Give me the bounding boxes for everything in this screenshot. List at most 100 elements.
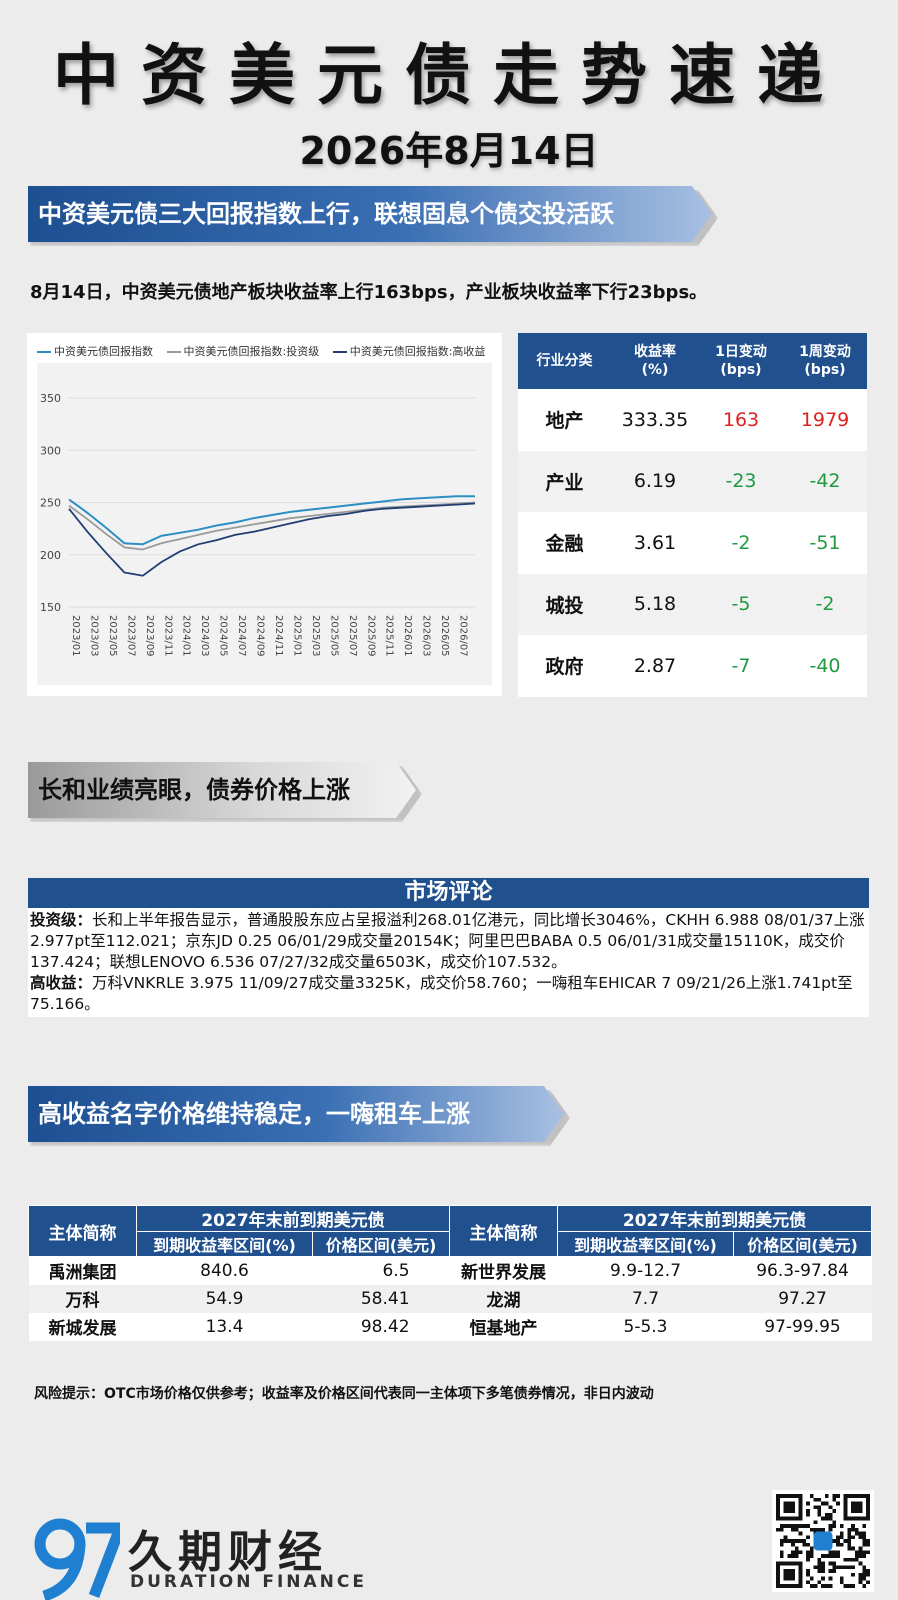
left-name-header: 主体简称 bbox=[28, 1205, 137, 1257]
market-commentary: 市场评论 投资级：长和上半年报告显示，普通股股东应占呈报溢利268.01亿港元，… bbox=[28, 878, 869, 1017]
section-banner-indices: 中资美元债三大回报指数上行，联想固息个债交投活跃 bbox=[28, 186, 712, 242]
market-summary: 8月14日，中资美元债地产板块收益率上行163bps，产业板块收益率下行23bp… bbox=[30, 282, 708, 303]
category-cell: 城投 bbox=[518, 573, 611, 635]
issuer-name: 新世界发展 bbox=[449, 1256, 558, 1285]
change-1w-cell: -51 bbox=[783, 512, 867, 574]
logo-97-icon bbox=[34, 1518, 128, 1600]
table-row: 政府 2.87 -7 -40 bbox=[518, 635, 867, 697]
x-tick-label: 2026/03 bbox=[421, 615, 432, 657]
x-tick-label: 2025/11 bbox=[384, 615, 395, 657]
x-tick-label: 2026/01 bbox=[402, 615, 413, 657]
left-price-header: 价格区间(美元) bbox=[311, 1231, 451, 1257]
header-yield: 收益率 (%) bbox=[611, 333, 699, 389]
y-tick-label: 300 bbox=[40, 444, 61, 457]
header-1w-change: 1周变动 (bps) bbox=[783, 333, 867, 389]
category-cell: 产业 bbox=[518, 450, 611, 512]
change-1d-cell: -2 bbox=[699, 512, 783, 574]
price-range: 97.27 bbox=[733, 1284, 872, 1313]
yield-cell: 5.18 bbox=[611, 573, 699, 635]
series-line-1 bbox=[68, 501, 476, 551]
legend-item-hy: 中资美元债回报指数:高收益 bbox=[332, 343, 485, 359]
qr-code-icon[interactable] bbox=[772, 1490, 874, 1592]
chart-legend: 中资美元债回报指数 中资美元债回报指数:投资级 中资美元债回报指数:高收益 bbox=[37, 343, 495, 359]
chart-canvas: 150 200 250 300 350 2023/01 2023/03 2023/05 2023… bbox=[37, 363, 492, 685]
right-yield-header: 到期收益率区间(%) bbox=[557, 1231, 735, 1257]
change-1d-cell: 163 bbox=[699, 389, 783, 451]
brand-name-cn: 久期财经 bbox=[128, 1527, 328, 1578]
table-row: 金融 3.61 -2 -51 bbox=[518, 512, 867, 574]
x-tick-label: 2025/01 bbox=[291, 615, 302, 657]
commentary-body: 投资级：长和上半年报告显示，普通股股东应占呈报溢利268.01亿港元，同比增长3… bbox=[28, 908, 869, 1017]
x-tick-label: 2025/03 bbox=[310, 615, 321, 657]
issuer-name: 万科 bbox=[28, 1284, 137, 1313]
x-tick-label: 2024/09 bbox=[255, 615, 266, 657]
issuer-name: 禹洲集团 bbox=[28, 1256, 137, 1285]
y-tick-label: 200 bbox=[40, 549, 61, 562]
legend-item-overall: 中资美元债回报指数 bbox=[37, 343, 153, 359]
hy-label: 高收益： bbox=[30, 974, 93, 992]
brand-logo: 久期财经 DURATION FINANCE bbox=[30, 1516, 370, 1600]
commentary-title: 市场评论 bbox=[28, 878, 869, 908]
series-line-0 bbox=[68, 495, 475, 546]
yield-cell: 6.19 bbox=[611, 450, 699, 512]
x-tick-label: 2026/05 bbox=[439, 615, 450, 657]
table-row: 新城发展 13.4 98.42 恒基地产 5-5.3 97-99.95 bbox=[28, 1312, 872, 1341]
yield-range: 7.7 bbox=[557, 1284, 734, 1313]
x-tick-label: 2023/05 bbox=[107, 615, 118, 657]
series-line-2 bbox=[68, 502, 476, 577]
x-tick-label: 2023/07 bbox=[125, 615, 136, 657]
bond-price-table: 主体简称 2027年末前到期美元债 主体简称 2027年末前到期美元债 到期收益… bbox=[28, 1205, 873, 1341]
x-tick-label: 2023/11 bbox=[162, 615, 173, 657]
x-tick-label: 2023/01 bbox=[70, 615, 81, 657]
right-group-header: 2027年末前到期美元债 bbox=[557, 1205, 873, 1232]
x-tick-label: 2026/07 bbox=[458, 615, 469, 657]
issuer-name: 恒基地产 bbox=[449, 1312, 558, 1341]
header-category: 行业分类 bbox=[518, 333, 611, 389]
category-cell: 地产 bbox=[518, 389, 611, 451]
sector-yield-table: 行业分类 收益率 (%) 1日变动 (bps) 1周变动 (bps) 地产 333… bbox=[518, 333, 867, 697]
right-price-header: 价格区间(美元) bbox=[733, 1231, 873, 1257]
price-range: 98.42 bbox=[312, 1312, 450, 1341]
yield-range: 840.6 bbox=[136, 1256, 313, 1285]
x-tick-label: 2024/05 bbox=[218, 615, 229, 657]
left-yield-header: 到期收益率区间(%) bbox=[136, 1231, 313, 1257]
legend-item-ig: 中资美元债回报指数:投资级 bbox=[166, 343, 319, 359]
issuer-name: 新城发展 bbox=[28, 1312, 137, 1341]
x-tick-label: 2024/07 bbox=[236, 615, 247, 657]
price-range: 6.5 bbox=[312, 1256, 450, 1285]
x-tick-label: 2024/11 bbox=[273, 615, 284, 657]
change-1d-cell: -5 bbox=[699, 573, 783, 635]
yield-range: 13.4 bbox=[136, 1312, 313, 1341]
x-tick-label: 2023/03 bbox=[88, 615, 99, 657]
price-range: 97-99.95 bbox=[733, 1312, 872, 1341]
x-tick-label: 2025/05 bbox=[328, 615, 339, 657]
yield-cell: 333.35 bbox=[611, 389, 699, 451]
return-index-chart: 中资美元债回报指数 中资美元债回报指数:投资级 中资美元债回报指数:高收益 15… bbox=[27, 333, 502, 696]
category-cell: 政府 bbox=[518, 635, 611, 697]
table-row: 地产 333.35 163 1979 bbox=[518, 389, 867, 451]
section-banner-hy: 高收益名字价格维持稳定，一嗨租车上涨 bbox=[28, 1086, 564, 1142]
left-group-header: 2027年末前到期美元债 bbox=[135, 1205, 451, 1232]
y-tick-label: 250 bbox=[40, 497, 61, 510]
table-row: 产业 6.19 -23 -42 bbox=[518, 450, 867, 512]
yield-cell: 3.61 bbox=[611, 512, 699, 574]
header-1d-change: 1日变动 (bps) bbox=[699, 333, 783, 389]
brand-name-en: DURATION FINANCE bbox=[130, 1572, 368, 1592]
table-row: 城投 5.18 -5 -2 bbox=[518, 573, 867, 635]
x-tick-label: 2025/09 bbox=[365, 615, 376, 657]
yield-cell: 2.87 bbox=[611, 635, 699, 697]
main-title: 中资美元债走势速递 bbox=[53, 37, 845, 114]
section-banner-ckhh: 长和业绩亮眼，债券价格上涨 bbox=[28, 762, 416, 818]
category-cell: 金融 bbox=[518, 512, 611, 574]
ig-label: 投资级： bbox=[30, 911, 93, 929]
x-tick-label: 2023/09 bbox=[144, 615, 155, 657]
change-1d-cell: -23 bbox=[699, 450, 783, 512]
yield-range: 5-5.3 bbox=[557, 1312, 734, 1341]
y-tick-label: 350 bbox=[40, 392, 61, 405]
right-name-header: 主体简称 bbox=[449, 1205, 559, 1257]
x-tick-label: 2024/01 bbox=[181, 615, 192, 657]
price-range: 96.3-97.84 bbox=[733, 1256, 872, 1285]
hy-text: 万科VNKRLE 3.975 11/09/27成交量3325K，成交价58.76… bbox=[30, 974, 853, 1013]
yield-range: 9.9-12.7 bbox=[557, 1256, 734, 1285]
yield-range: 54.9 bbox=[136, 1284, 313, 1313]
